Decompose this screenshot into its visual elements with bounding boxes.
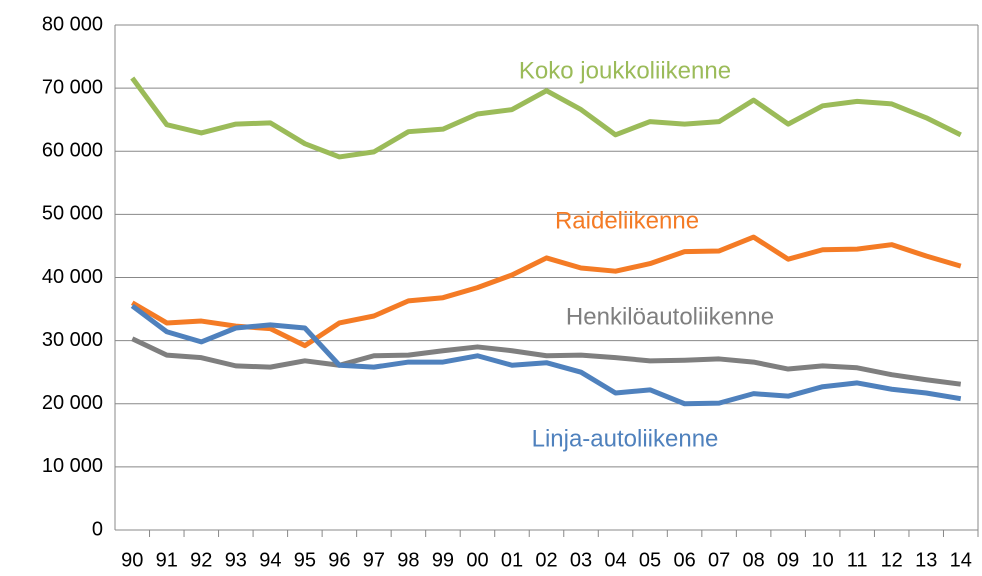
x-tick-label: 14 [950, 549, 972, 571]
y-tick-label: 10 000 [42, 455, 103, 477]
x-tick-label: 95 [294, 549, 316, 571]
x-tick-label: 05 [639, 549, 661, 571]
series-line [131, 336, 962, 387]
x-tick-label: 93 [225, 549, 247, 571]
x-tick-label: 08 [742, 549, 764, 571]
x-tick-label: 07 [708, 549, 730, 571]
x-tick-label: 96 [328, 549, 350, 571]
y-tick-label: 60 000 [42, 140, 103, 162]
x-tick-label: 90 [121, 549, 143, 571]
series-label: Raideliikenne [555, 207, 699, 234]
series-line [130, 76, 962, 160]
x-tick-label: 02 [535, 549, 557, 571]
x-tick-label: 92 [190, 549, 212, 571]
x-tick-label: 10 [812, 549, 834, 571]
x-tick-label: 98 [397, 549, 419, 571]
x-tick-label: 94 [259, 549, 281, 571]
x-tick-label: 13 [915, 549, 937, 571]
series-label: Linja-autoliikenne [532, 425, 719, 452]
y-tick-label: 0 [92, 518, 103, 540]
x-tick-label: 06 [673, 549, 695, 571]
y-tick-label: 40 000 [42, 266, 103, 288]
x-tick-label: 97 [363, 549, 385, 571]
y-tick-label: 50 000 [42, 203, 103, 225]
y-tick-label: 30 000 [42, 329, 103, 351]
y-tick-label: 80 000 [42, 13, 103, 35]
series-label: Henkilöautoliikenne [566, 303, 774, 330]
y-tick-label: 20 000 [42, 392, 103, 414]
x-tick-label: 99 [432, 549, 454, 571]
x-tick-label: 00 [466, 549, 488, 571]
x-tick-label: 09 [777, 549, 799, 571]
x-tick-label: 12 [881, 549, 903, 571]
series-line [130, 303, 962, 407]
x-tick-label: 03 [570, 549, 592, 571]
x-tick-label: 01 [501, 549, 523, 571]
series-label: Koko joukkoliikenne [519, 57, 731, 84]
y-tick-label: 70 000 [42, 76, 103, 98]
x-tick-label: 11 [847, 549, 868, 571]
x-tick-label: 91 [156, 549, 178, 571]
series-line [130, 234, 962, 349]
x-tick-label: 04 [604, 549, 626, 571]
